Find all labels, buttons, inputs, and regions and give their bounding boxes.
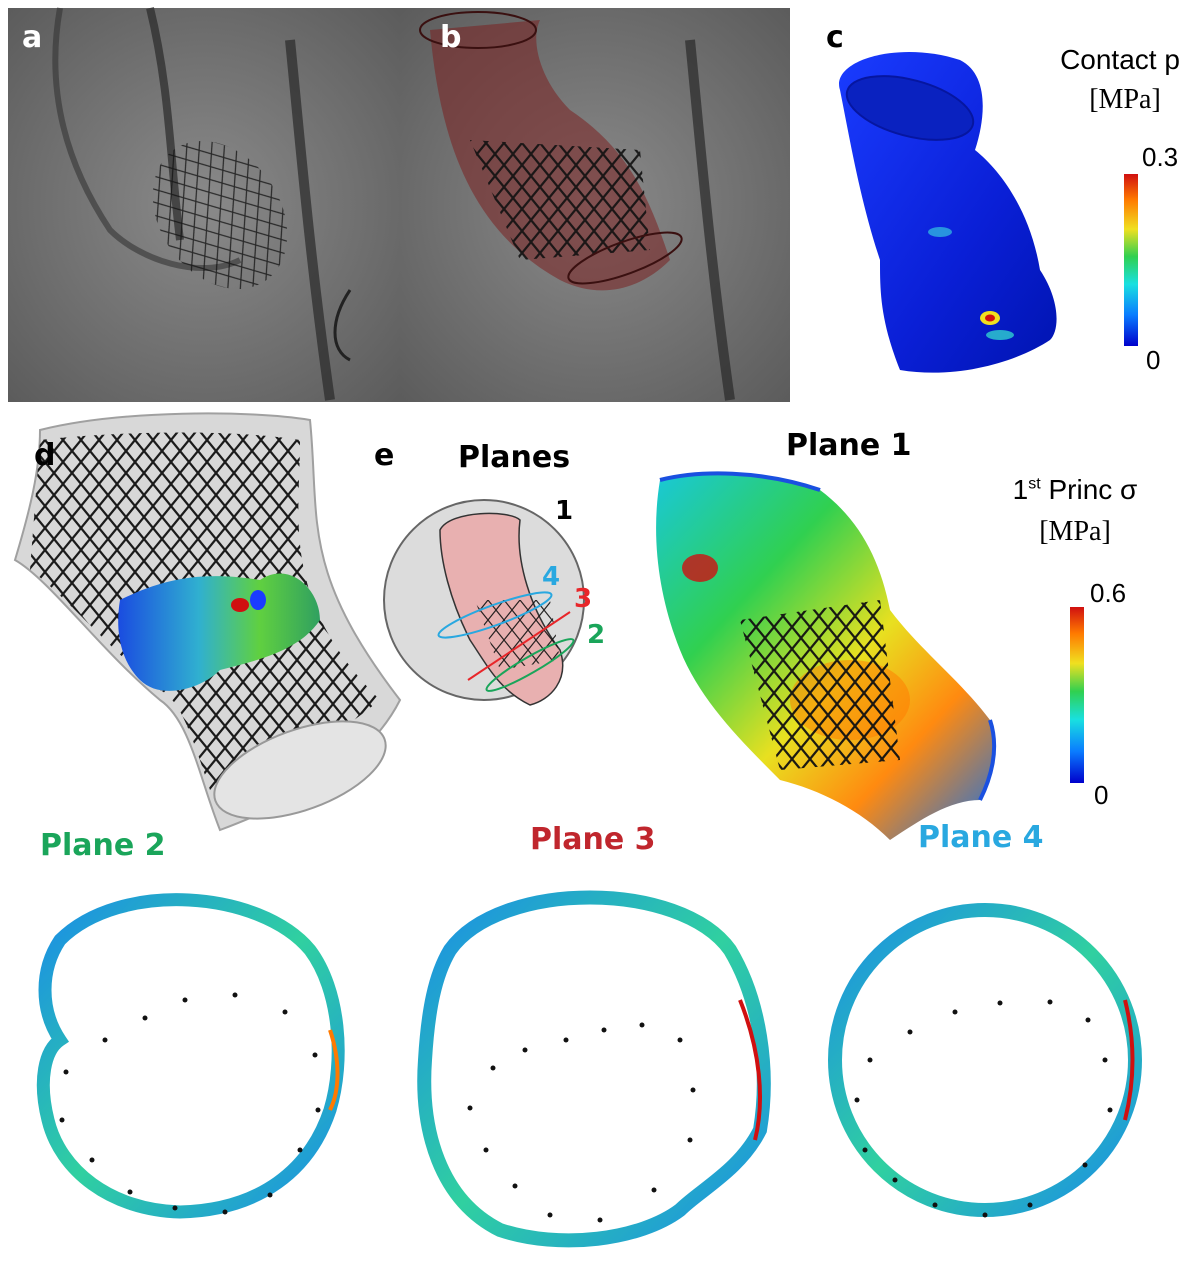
panel-label-c: c	[826, 20, 844, 55]
plane2-cross-section	[43, 900, 338, 1212]
panel-label-a: a	[22, 20, 42, 55]
contact-colorbar	[1124, 174, 1138, 346]
planes-heading: Planes	[458, 440, 570, 475]
plane2-title: Plane 2	[40, 828, 166, 863]
contact-colorbar-unit: [MPa]	[1060, 84, 1190, 116]
stress-colorbar-max: 0.6	[1090, 578, 1126, 609]
plane1-stress-surface	[656, 473, 994, 840]
plane4-title: Plane 4	[918, 820, 1044, 855]
contact-colorbar-max: 0.3	[1142, 142, 1178, 173]
panel-a-fluoroscopy	[8, 8, 400, 402]
stress-colorbar-min: 0	[1094, 780, 1108, 811]
stress-colorbar-title: 1st Princ σ	[995, 474, 1155, 506]
plane-marker-3: 3	[574, 584, 592, 614]
contact-colorbar-title: Contact p	[1045, 44, 1195, 76]
panel-label-d: d	[34, 438, 55, 473]
plane-marker-1: 1	[555, 496, 573, 526]
panel-b-fluoroscopy-overlay	[400, 8, 790, 402]
panel-label-b: b	[440, 20, 461, 55]
contact-colorbar-min: 0	[1146, 345, 1160, 376]
planes-inset	[384, 500, 584, 705]
plane-marker-4: 4	[542, 562, 560, 592]
stress-colorbar-unit: [MPa]	[1010, 516, 1140, 548]
panel-label-e: e	[374, 438, 394, 473]
stress-colorbar	[1070, 607, 1084, 783]
plane3-title: Plane 3	[530, 822, 656, 857]
panel-d-stent-leaflet-model	[15, 413, 400, 838]
plane3-cross-section	[424, 898, 763, 1241]
stent-strut-points	[60, 993, 1113, 1223]
plane4-cross-section	[835, 910, 1135, 1210]
plane-marker-2: 2	[587, 620, 605, 650]
panel-c-contact-pressure-model	[839, 52, 1057, 373]
plane1-title: Plane 1	[786, 428, 912, 463]
